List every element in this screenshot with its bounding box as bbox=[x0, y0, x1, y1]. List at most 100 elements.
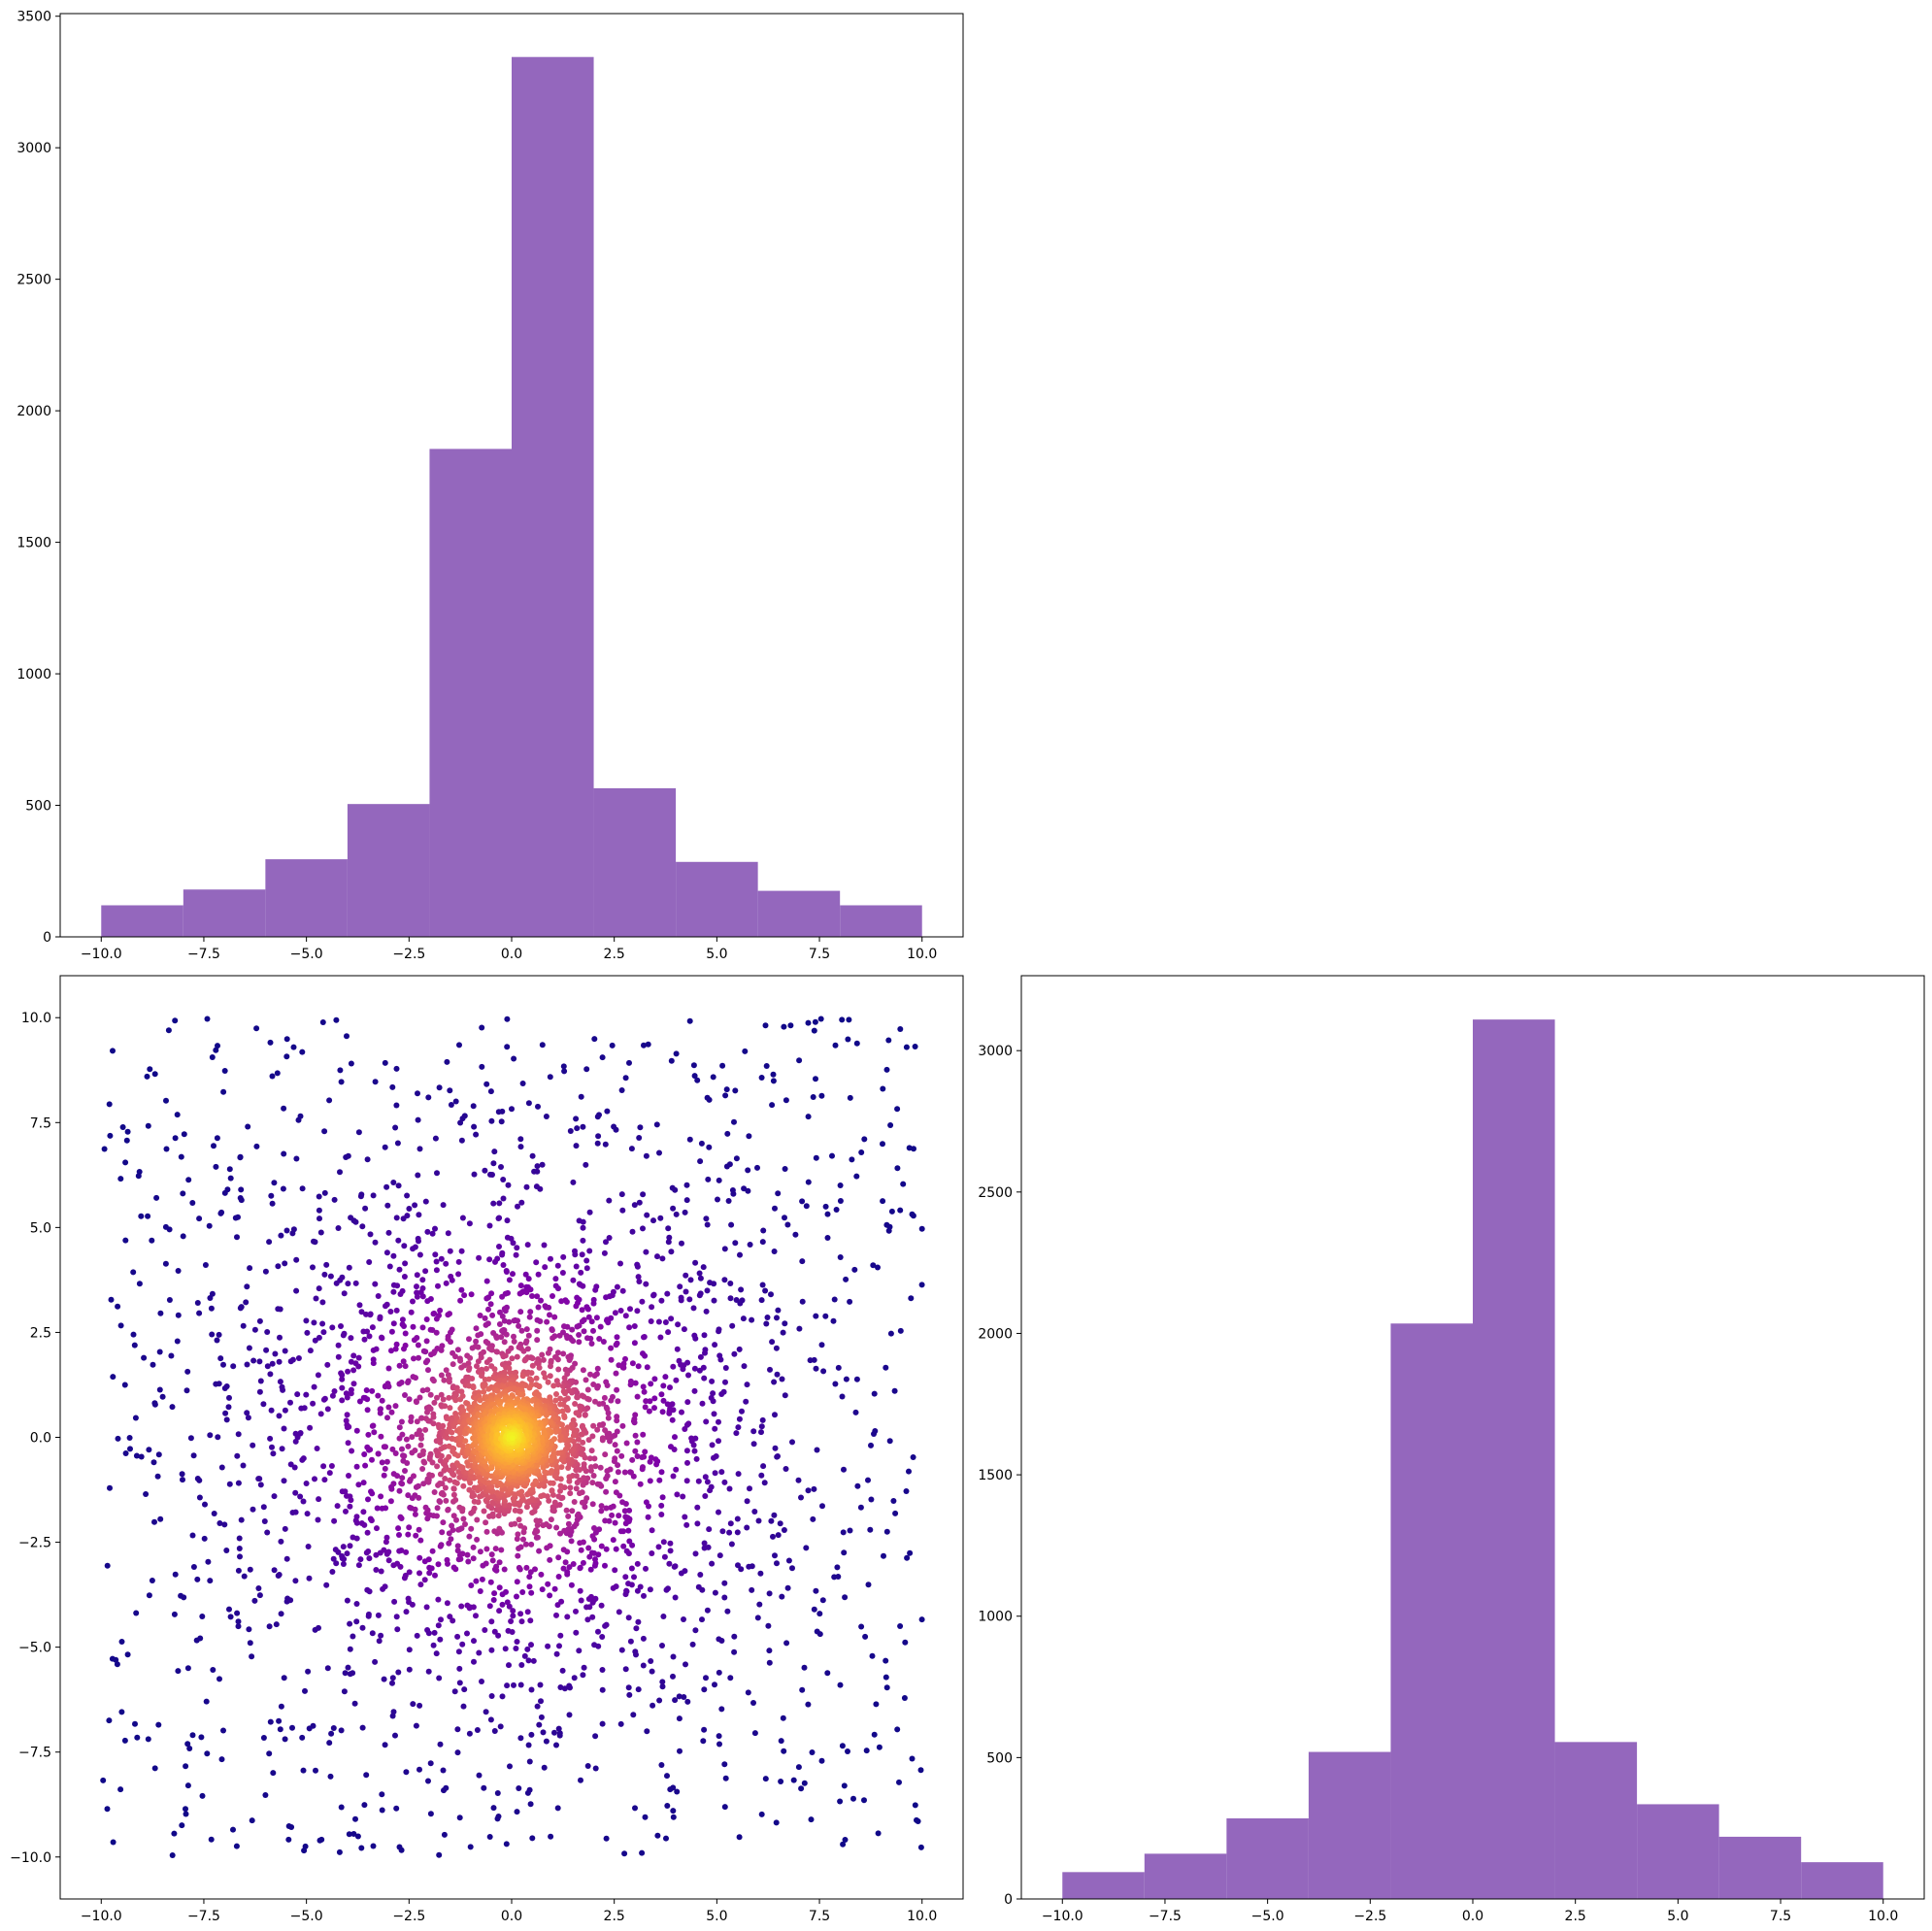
scatter-point bbox=[772, 1445, 779, 1451]
scatter-point bbox=[467, 1844, 474, 1850]
scatter-point bbox=[543, 1738, 550, 1745]
scatter-point bbox=[534, 1337, 541, 1344]
scatter-point bbox=[346, 1423, 352, 1430]
scatter-point bbox=[457, 1119, 464, 1126]
scatter-point bbox=[640, 1635, 647, 1642]
scatter-point bbox=[163, 1146, 170, 1152]
scatter-point bbox=[580, 1237, 586, 1244]
scatter-point bbox=[805, 1701, 812, 1708]
scatter-point bbox=[151, 1518, 157, 1525]
scatter-point bbox=[450, 1491, 457, 1498]
scatter-point bbox=[208, 1836, 215, 1843]
scatter-point bbox=[571, 1499, 578, 1505]
scatter-point bbox=[599, 1720, 606, 1727]
scatter-point bbox=[375, 1293, 382, 1299]
scatter-point bbox=[535, 1103, 541, 1110]
scatter-point bbox=[465, 1367, 472, 1373]
scatter-point bbox=[632, 1805, 638, 1812]
scatter-point bbox=[538, 1297, 544, 1304]
axes-frame bbox=[59, 975, 964, 1900]
scatter-point bbox=[448, 1102, 454, 1108]
scatter-point bbox=[775, 1307, 782, 1314]
scatter-point bbox=[745, 1167, 751, 1174]
scatter-point bbox=[568, 1538, 575, 1545]
scatter-point bbox=[256, 1592, 263, 1599]
scatter-point bbox=[492, 1258, 498, 1265]
scatter-point bbox=[620, 1543, 627, 1549]
scatter-point bbox=[422, 1359, 429, 1366]
scatter-point bbox=[392, 1124, 399, 1131]
y-tick-label: 3500 bbox=[17, 10, 51, 25]
scatter-point bbox=[517, 1136, 524, 1143]
scatter-point bbox=[367, 1447, 374, 1453]
scatter-point bbox=[555, 1725, 562, 1732]
scatter-point bbox=[760, 1463, 767, 1470]
scatter-point bbox=[483, 1463, 489, 1470]
scatter-point bbox=[497, 1723, 504, 1730]
scatter-point bbox=[479, 1373, 484, 1380]
scatter-point bbox=[676, 1715, 683, 1722]
scatter-point bbox=[829, 1152, 835, 1159]
scatter-point bbox=[885, 1227, 892, 1234]
scatter-point bbox=[201, 1535, 208, 1542]
scatter-point bbox=[207, 1578, 214, 1584]
scatter-point bbox=[321, 1128, 328, 1135]
scatter-point bbox=[506, 1277, 513, 1283]
scatter-point bbox=[569, 1508, 576, 1515]
scatter-point bbox=[618, 1452, 625, 1459]
scatter-point bbox=[535, 1304, 542, 1311]
scatter-point bbox=[350, 1670, 356, 1677]
scatter-point bbox=[347, 1503, 353, 1510]
scatter-point bbox=[457, 1396, 464, 1403]
scatter-point bbox=[237, 1154, 244, 1161]
scatter-point bbox=[366, 1588, 373, 1595]
scatter-point bbox=[375, 1392, 382, 1399]
scatter-point bbox=[540, 1729, 547, 1736]
scatter-point bbox=[283, 1053, 290, 1060]
scatter-point bbox=[504, 1015, 511, 1022]
scatter-point bbox=[613, 1546, 619, 1552]
scatter-point bbox=[861, 1136, 868, 1143]
scatter-point bbox=[709, 1378, 716, 1384]
scatter-point bbox=[394, 1473, 401, 1480]
scatter-point bbox=[365, 1548, 372, 1554]
scatter-point bbox=[606, 1235, 613, 1241]
scatter-point bbox=[238, 1186, 245, 1193]
scatter-point bbox=[488, 1117, 495, 1124]
scatter-point bbox=[657, 1334, 664, 1341]
scatter-point bbox=[329, 1324, 336, 1331]
scatter-point bbox=[783, 1097, 789, 1104]
scatter-point bbox=[316, 1193, 322, 1200]
scatter-point bbox=[673, 1377, 680, 1383]
scatter-point bbox=[138, 1213, 145, 1219]
scatter-point bbox=[683, 1521, 690, 1528]
scatter-point bbox=[536, 1383, 543, 1390]
scatter-point bbox=[762, 1776, 769, 1782]
scatter-point bbox=[498, 1547, 505, 1553]
scatter-point bbox=[383, 1444, 388, 1450]
scatter-point bbox=[122, 1237, 129, 1244]
scatter-point bbox=[347, 1646, 353, 1652]
scatter-point bbox=[571, 1675, 578, 1681]
scatter-point bbox=[499, 1601, 506, 1608]
scatter-point bbox=[596, 1526, 603, 1533]
scatter-point bbox=[339, 1397, 346, 1404]
scatter-point bbox=[822, 1203, 829, 1210]
scatter-point bbox=[433, 1315, 440, 1322]
scatter-point bbox=[583, 1161, 589, 1168]
scatter-point bbox=[511, 1681, 516, 1688]
scatter-point bbox=[348, 1060, 354, 1067]
scatter-point bbox=[525, 1742, 532, 1748]
scatter-point bbox=[344, 1412, 350, 1418]
scatter-point bbox=[330, 1555, 337, 1562]
scatter-point bbox=[370, 1360, 377, 1367]
scatter-point bbox=[489, 1487, 496, 1494]
scatter-point bbox=[770, 1078, 777, 1084]
scatter-point bbox=[206, 1222, 213, 1229]
scatter-point bbox=[355, 1363, 362, 1370]
scatter-point bbox=[774, 1371, 781, 1378]
scatter-point bbox=[464, 1602, 471, 1609]
scatter-point bbox=[454, 1726, 461, 1733]
scatter-point bbox=[479, 1063, 485, 1070]
scatter-point bbox=[405, 1595, 412, 1602]
